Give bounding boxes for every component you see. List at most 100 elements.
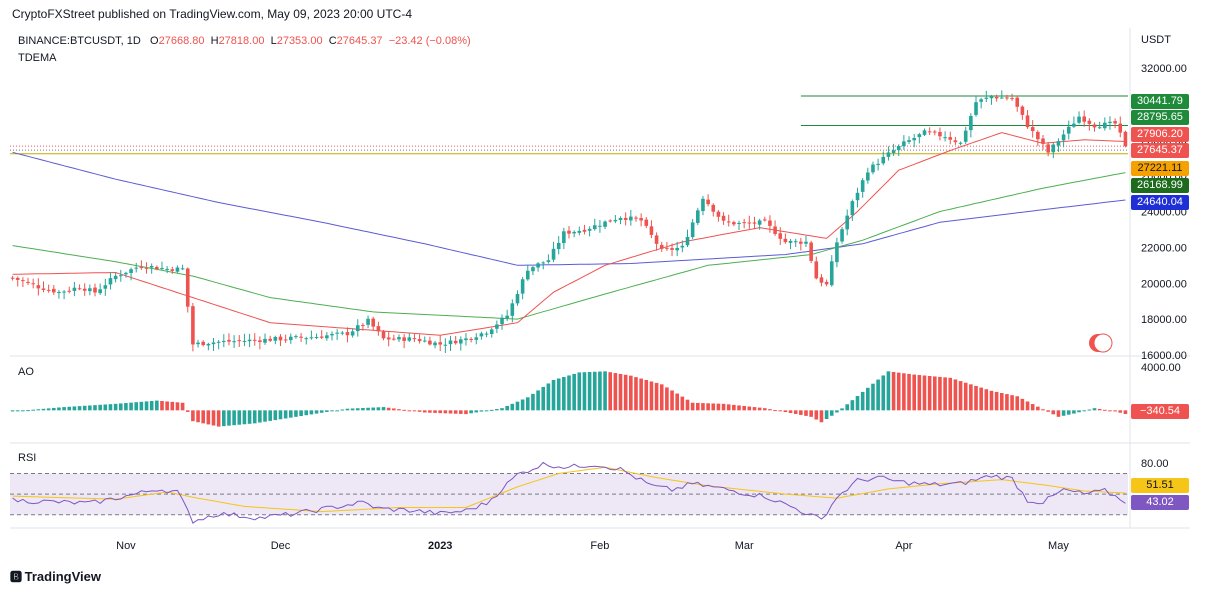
- candle-body: [361, 325, 365, 327]
- candle-body: [51, 288, 56, 293]
- ao-bar: [392, 408, 396, 411]
- ao-bar: [36, 409, 41, 411]
- ao-bar: [984, 389, 989, 411]
- ao-bar: [860, 391, 865, 411]
- rsi-axis-label: 80.00: [1141, 458, 1169, 470]
- candle-body: [984, 97, 989, 99]
- ao-bar: [902, 373, 906, 411]
- symbol-name[interactable]: BINANCE:BTCUSDT, 1D: [18, 35, 141, 47]
- ao-bar: [809, 410, 813, 417]
- ao-bar: [196, 410, 200, 423]
- candle-body: [824, 281, 829, 285]
- ao-bar: [67, 406, 72, 411]
- candle-body: [629, 216, 633, 221]
- ao-bar: [165, 401, 169, 411]
- ao-bar: [134, 402, 139, 411]
- ao-bar: [1061, 410, 1066, 416]
- ao-bar: [237, 410, 242, 425]
- ao-bar: [386, 407, 391, 411]
- candle-body: [371, 318, 376, 327]
- candle-body: [144, 267, 149, 269]
- candle-body: [979, 99, 983, 102]
- symbol-ohlc-legend: BINANCE:BTCUSDT, 1D O27668.80 H27818.00 …: [18, 35, 471, 47]
- candle-body: [232, 341, 236, 343]
- candle-body: [438, 342, 443, 345]
- candle-body: [345, 332, 350, 336]
- tag-rsi-value: 43.02: [1131, 495, 1189, 510]
- candle-body: [1113, 121, 1117, 124]
- candle-body: [464, 338, 468, 341]
- candle-body: [340, 332, 345, 334]
- tag-resistance-mid: 28795.65: [1131, 110, 1189, 125]
- candle-body: [185, 268, 190, 307]
- ao-bar: [433, 410, 437, 413]
- candle-body: [428, 340, 432, 345]
- ao-pane-title[interactable]: AO: [18, 366, 34, 378]
- candle-body: [397, 337, 401, 340]
- candle-body: [26, 281, 30, 283]
- candle-body: [31, 283, 35, 285]
- candle-body: [896, 145, 901, 151]
- ao-bar: [531, 393, 535, 411]
- candle-body: [726, 221, 731, 223]
- ao-bar: [603, 371, 607, 411]
- ao-bar: [917, 375, 922, 411]
- indicator-name[interactable]: TDEMA: [18, 52, 57, 64]
- ao-bar: [1082, 410, 1087, 412]
- tradingview-logo[interactable]: 🅱 TradingView: [10, 568, 101, 585]
- ao-bar: [855, 396, 860, 411]
- candle-body: [77, 288, 82, 290]
- ao-bar: [283, 410, 288, 419]
- ao-bar: [721, 403, 726, 411]
- candle-body: [1097, 127, 1102, 129]
- time-axis-label: Nov: [116, 540, 136, 552]
- ao-bar: [659, 384, 664, 411]
- ao-bar: [562, 376, 566, 411]
- candle-body: [500, 317, 504, 325]
- ao-bar: [871, 383, 875, 411]
- candle-body: [520, 279, 525, 294]
- candle-body: [706, 199, 710, 205]
- candle-body: [1010, 98, 1014, 100]
- ao-bar: [881, 375, 886, 411]
- candle-body: [932, 131, 937, 133]
- candle-body: [969, 115, 973, 131]
- candle-body: [1066, 126, 1071, 134]
- candle-body: [742, 222, 746, 224]
- candle-body: [67, 290, 72, 292]
- ao-bar: [495, 409, 499, 411]
- candle-body: [732, 222, 736, 225]
- candle-body: [459, 339, 463, 344]
- ao-bar: [1030, 404, 1035, 411]
- tag-resistance-high: 30441.79: [1131, 94, 1189, 109]
- candle-body: [994, 96, 999, 99]
- ao-bar: [804, 410, 808, 416]
- candle-body: [1041, 138, 1045, 144]
- ao-bar: [252, 410, 257, 424]
- candle-body: [819, 277, 824, 283]
- ao-bar: [1097, 408, 1102, 411]
- candle-body: [701, 198, 705, 212]
- candle-body: [443, 344, 448, 346]
- ao-bar: [525, 397, 530, 411]
- candle-body: [793, 241, 798, 243]
- candle-body: [479, 333, 484, 337]
- candle-body: [1118, 123, 1123, 133]
- ao-bar: [469, 410, 473, 414]
- price-tick-label: 16000.00: [1141, 350, 1187, 362]
- ao-bar: [118, 403, 123, 411]
- ao-bar: [907, 373, 911, 411]
- ao-bar: [783, 410, 788, 413]
- ema-red-line: [12, 132, 1126, 336]
- ao-bar: [598, 371, 602, 411]
- ao-bar: [77, 406, 82, 411]
- ao-bar: [227, 410, 231, 426]
- candle-body: [1020, 106, 1025, 115]
- rsi-pane-title[interactable]: RSI: [18, 452, 37, 464]
- candle-body: [556, 242, 561, 250]
- candle-body: [412, 338, 417, 340]
- candle-body: [129, 269, 133, 273]
- time-axis-label: Feb: [590, 540, 609, 552]
- candle-body: [222, 340, 226, 342]
